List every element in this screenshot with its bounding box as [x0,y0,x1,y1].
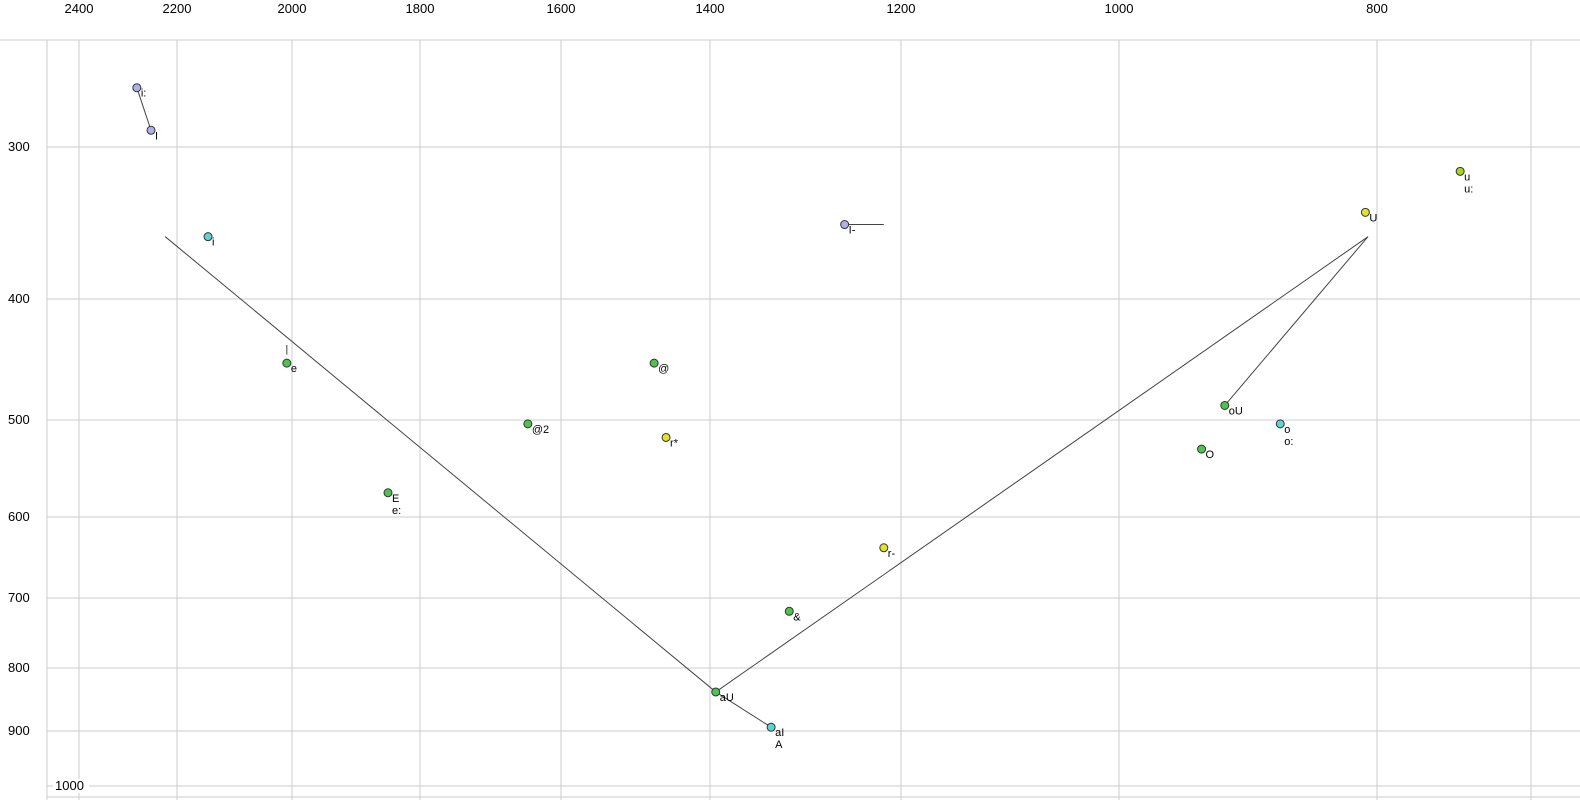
y-axis-tick-label: 600 [8,509,30,524]
data-point-label: o: [1284,436,1293,448]
data-point-O[interactable] [1197,444,1207,454]
y-axis-tick-label: 500 [8,412,30,427]
data-point-oU[interactable] [1220,400,1230,410]
y-axis-label-backing [6,591,34,605]
data-point-o[interactable] [1275,419,1285,429]
data-point-label: i [212,237,214,249]
y-axis-tick-label: 800 [8,660,30,675]
data-point-label: U [1369,212,1377,224]
data-point-label: I [155,130,158,142]
trajectory-line-back-diagonal [715,236,1369,693]
y-axis-label-backing [6,724,34,738]
data-point-label: E [392,493,399,505]
data-point-I[interactable] [840,220,850,230]
x-axis-tick-label: 1600 [547,1,576,16]
data-point-I[interactable] [146,125,156,135]
trajectory-line-i-long-to-I [136,87,152,131]
data-point-label: o [1284,424,1290,436]
y-axis-label-backing [6,140,34,154]
data-point-2[interactable] [523,419,533,429]
data-point-label: aI [775,727,784,739]
x-axis-tick-label: 2400 [65,1,94,16]
y-axis-label-backing [6,661,34,675]
data-point-label: O [1206,449,1215,461]
data-point-[interactable] [784,606,794,616]
data-point-label: A [775,739,783,751]
x-axis-tick-label: 1200 [887,1,916,16]
y-axis-tick-label: 700 [8,590,30,605]
x-axis-tick-label: 2000 [278,1,307,16]
data-point-i[interactable] [203,232,213,242]
data-point-[interactable] [649,358,659,368]
y-axis-label-backing [53,779,89,793]
data-point-label: @ [658,363,669,375]
data-point-i[interactable] [132,83,142,93]
y-axis-tick-label: 900 [8,723,30,738]
data-point-label: i: [141,88,147,100]
trajectory-line-aU-to-aI [715,691,772,728]
trajectory-line-apex-to-oU [1224,236,1369,406]
x-axis-tick-label: 1800 [406,1,435,16]
data-point-E[interactable] [383,488,393,498]
data-point-label: u: [1464,183,1473,195]
data-point-aI[interactable] [766,722,776,732]
data-point-U[interactable] [1360,207,1370,217]
x-axis-tick-label: 1400 [696,1,725,16]
data-point-label: oU [1229,405,1243,417]
y-axis-tick-label: 400 [8,291,30,306]
x-axis-tick-label: 800 [1366,1,1388,16]
data-point-r[interactable] [879,543,889,553]
data-point-aU[interactable] [711,687,721,697]
data-point-e[interactable] [282,358,292,368]
data-point-r[interactable] [661,432,671,442]
data-point-label: r- [888,548,896,560]
data-point-label: r* [670,437,679,449]
data-point-label: e [291,363,297,375]
y-axis-tick-label: 1000 [55,778,84,793]
data-point-label: aU [720,692,734,704]
data-point-label: @2 [532,424,549,436]
data-point-label: I- [849,225,856,237]
x-axis-tick-label: 2200 [163,1,192,16]
y-axis-tick-label: 300 [8,139,30,154]
data-point-u[interactable] [1455,166,1465,176]
y-axis-label-backing [6,510,34,524]
x-axis-tick-label: 1000 [1105,1,1134,16]
data-point-label: u [1464,171,1470,183]
y-axis-label-backing [6,413,34,427]
trajectory-line-front-diagonal [164,236,717,693]
data-point-label: & [793,611,801,623]
data-point-label: e: [392,505,401,517]
y-axis-label-backing [6,292,34,306]
